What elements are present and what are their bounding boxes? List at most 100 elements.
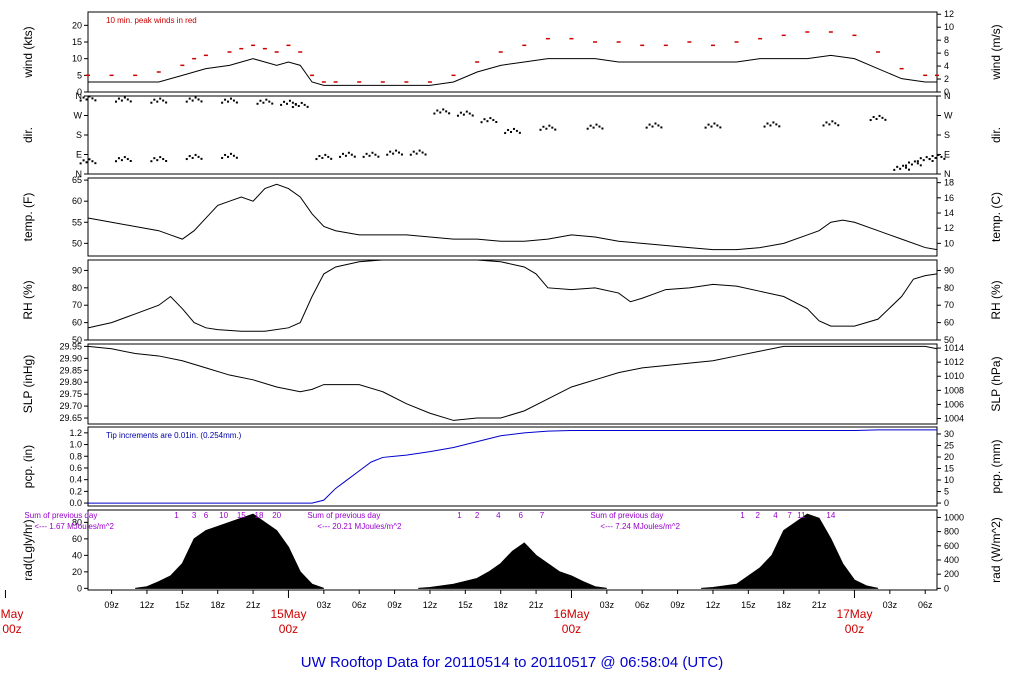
dir-point [88, 95, 91, 98]
ylabel-left: RH (%) [21, 280, 35, 319]
dir-point [153, 157, 156, 160]
dir-point [919, 157, 922, 160]
left-tick-label: 0.4 [69, 475, 82, 485]
left-tick-label: 29.95 [59, 341, 82, 351]
dir-point [386, 153, 389, 156]
dir-point [221, 101, 224, 104]
left-tick-label: 29.80 [59, 377, 82, 387]
right-tick-label: 12 [944, 9, 954, 19]
dir-point [518, 131, 521, 134]
radiation-hour-label: 1 [174, 511, 179, 520]
right-tick-label: 1004 [944, 414, 964, 424]
dir-point [347, 151, 350, 154]
dir-point [271, 102, 274, 105]
right-tick-label: S [944, 130, 950, 140]
dir-point [291, 101, 294, 104]
dir-point [837, 124, 840, 127]
dir-point [934, 156, 937, 159]
dir-point [321, 156, 324, 159]
left-tick-label: S [76, 130, 82, 140]
dir-point [374, 153, 377, 156]
dir-point [85, 98, 88, 101]
left-tick-label: 1.0 [69, 440, 82, 450]
dir-point [129, 160, 132, 162]
dir-point [831, 120, 834, 123]
dir-point [165, 160, 168, 162]
left-tick-label: 15 [72, 37, 82, 47]
panel-frame [87, 343, 938, 425]
dir-point [221, 156, 224, 159]
radiation-hour-label: 7 [787, 511, 792, 520]
radiation-hour-label: 20 [272, 511, 281, 520]
left-tick-label: 0 [77, 583, 82, 593]
x-tick-label: 12z [423, 600, 438, 610]
radiation-hour-label: 15 [237, 511, 246, 520]
dir-point [940, 155, 943, 158]
dir-point [545, 127, 548, 130]
dir-point [766, 122, 769, 125]
right-tick-label: 15 [944, 463, 954, 473]
dir-point [303, 103, 306, 106]
dir-point [704, 126, 707, 129]
dir-point [713, 122, 716, 125]
dir-point [156, 100, 159, 103]
dir-point [153, 98, 156, 101]
dir-point [315, 158, 318, 161]
dir-point [654, 122, 657, 125]
x-tick-label: 09z [670, 600, 685, 610]
dir-point [598, 125, 601, 128]
dir-point [418, 149, 421, 152]
dir-point [117, 157, 120, 160]
dir-point [185, 100, 188, 103]
slp-line [87, 345, 938, 421]
dir-point [115, 100, 118, 103]
left-tick-label: 90 [72, 265, 82, 275]
dir-point [224, 98, 227, 101]
dir-point [495, 121, 498, 123]
dir-point [392, 152, 395, 155]
left-tick-label: 0 [77, 87, 82, 97]
dir-point [398, 151, 401, 154]
dir-point [925, 156, 928, 159]
panel-slp: 29.65 29.70 29.75 29.80 29.85 29.90 29.95 1004 1… [21, 341, 1003, 425]
dir-point [300, 101, 303, 104]
dir-point [306, 105, 309, 108]
x-tick-label: 06z [918, 600, 933, 610]
dir-point [227, 100, 230, 103]
dir-point [265, 98, 268, 101]
panel-frame [87, 509, 938, 591]
dir-point [200, 100, 203, 103]
right-tick-label: 50 [944, 335, 954, 345]
left-tick-label: 29.65 [59, 413, 82, 423]
right-tick-label: 2 [944, 74, 949, 84]
dir-point [371, 151, 374, 154]
right-tick-label: 60 [944, 318, 954, 328]
radiation-hour-label: 1 [457, 511, 462, 520]
left-tick-label: N [76, 169, 83, 179]
time-axis: 09z 12z 15z 18z 21z 03z 06z 09z 12z 15z 18z 21z 03z 0… [1, 590, 933, 636]
radiation-sum-label: Sum of previous day [307, 511, 380, 520]
dir-point [719, 126, 722, 129]
dir-point [512, 127, 515, 130]
dir-point [442, 108, 445, 111]
dir-point [875, 117, 878, 120]
right-tick-label: 12 [944, 223, 954, 233]
right-tick-label: 10 [944, 238, 954, 248]
radiation-hour-label: 18 [255, 511, 264, 520]
dir-point [448, 112, 451, 115]
right-tick-label: 10 [944, 475, 954, 485]
dir-point [85, 161, 88, 164]
panel-frame [87, 259, 938, 341]
dir-point [893, 168, 896, 171]
day-hour-label: 00z [279, 622, 298, 636]
dir-point [551, 126, 554, 129]
dir-point [318, 155, 321, 158]
left-tick-label: 20 [72, 20, 82, 30]
dir-point [227, 155, 230, 158]
x-tick-label: 06z [635, 600, 650, 610]
dir-point [368, 154, 371, 157]
radiation-sum-value: <--- 1.67 MJoules/m^2 [34, 522, 114, 531]
left-tick-label: 70 [72, 300, 82, 310]
